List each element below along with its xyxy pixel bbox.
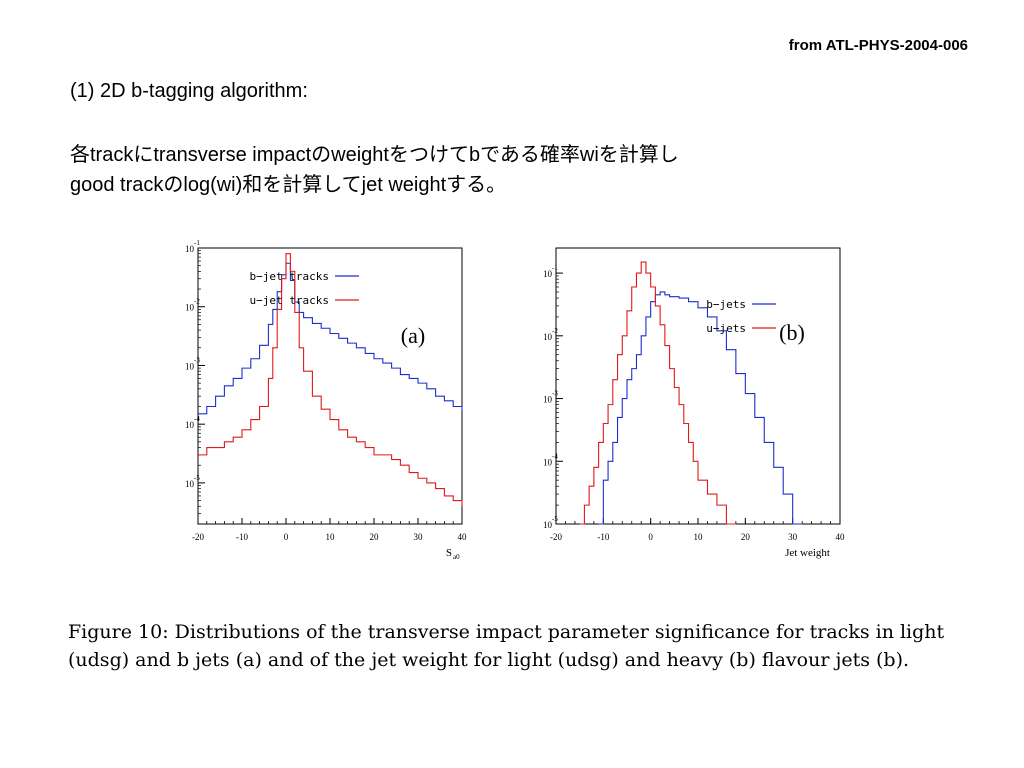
x-axis-label-subscript: a0 bbox=[453, 553, 460, 561]
y-tick-exponent: -2 bbox=[194, 298, 200, 306]
slide-heading: (1) 2D b-tagging algorithm: bbox=[70, 80, 308, 102]
x-tick-label: -20 bbox=[192, 532, 204, 542]
legend-label-u: u−jet tracks bbox=[250, 294, 329, 307]
x-axis-label: Jet weight bbox=[785, 547, 830, 559]
plot-frame bbox=[197, 247, 463, 525]
panel-label: (b) bbox=[779, 320, 805, 345]
y-tick-label: 10 bbox=[543, 457, 553, 467]
x-tick-label: 20 bbox=[370, 532, 380, 542]
x-tick-label: -10 bbox=[236, 532, 248, 542]
x-tick-label: 10 bbox=[326, 532, 336, 542]
plot-frame bbox=[555, 247, 841, 525]
x-tick-label: 20 bbox=[741, 532, 751, 542]
x-tick-label: 40 bbox=[836, 532, 846, 542]
y-tick-label: 10 bbox=[543, 269, 553, 279]
y-tick-exponent: -4 bbox=[194, 415, 200, 423]
series-line-u bbox=[579, 261, 736, 525]
series-line-u bbox=[198, 253, 463, 507]
body-line-1: 各trackにtransverse impactのweightをつけてbである確… bbox=[70, 144, 679, 166]
y-tick-label: 10 bbox=[185, 244, 195, 254]
caption-line-2: (udsg) and b jets (a) and of the jet wei… bbox=[68, 649, 910, 671]
x-tick-label: 30 bbox=[788, 532, 798, 542]
y-tick-exponent: -4 bbox=[552, 452, 558, 460]
y-tick-label: 10 bbox=[543, 332, 553, 342]
y-tick-exponent: -5 bbox=[194, 474, 200, 482]
y-tick-label: 10 bbox=[185, 479, 195, 489]
series-line-b bbox=[598, 291, 803, 525]
y-tick-exponent: -2 bbox=[552, 327, 558, 335]
x-tick-label: 0 bbox=[284, 532, 289, 542]
body-line-2: good trackのlog(wi)和を計算してjet weightする。 bbox=[70, 174, 507, 196]
x-axis-label: S bbox=[446, 547, 452, 559]
figure-caption: Figure 10: Distributions of the transver… bbox=[68, 618, 968, 674]
y-tick-exponent: -1 bbox=[552, 264, 558, 272]
panel-label: (a) bbox=[401, 323, 425, 348]
y-tick-exponent: -5 bbox=[552, 515, 558, 523]
x-tick-label: 30 bbox=[414, 532, 424, 542]
y-tick-label: 10 bbox=[185, 420, 195, 430]
y-tick-label: 10 bbox=[543, 520, 553, 530]
y-tick-exponent: -3 bbox=[552, 390, 558, 398]
series-line-b bbox=[198, 262, 463, 415]
slide-body: 各trackにtransverse impactのweightをつけてbである確… bbox=[70, 140, 679, 200]
x-tick-label: -10 bbox=[597, 532, 609, 542]
y-tick-label: 10 bbox=[185, 303, 195, 313]
y-tick-exponent: -3 bbox=[194, 356, 200, 364]
y-tick-label: 10 bbox=[543, 395, 553, 405]
legend-label-b: b−jet tracks bbox=[250, 270, 329, 283]
x-tick-label: -20 bbox=[550, 532, 562, 542]
x-tick-label: 40 bbox=[458, 532, 468, 542]
caption-line-1: Figure 10: Distributions of the transver… bbox=[68, 621, 945, 643]
legend-label-u: u−jets bbox=[706, 322, 746, 335]
x-tick-label: 0 bbox=[648, 532, 653, 542]
source-reference: from ATL-PHYS-2004-006 bbox=[788, 37, 968, 54]
y-tick-label: 10 bbox=[185, 361, 195, 371]
y-tick-exponent: -1 bbox=[194, 239, 200, 247]
x-tick-label: 10 bbox=[694, 532, 704, 542]
legend-label-b: b−jets bbox=[706, 298, 746, 311]
